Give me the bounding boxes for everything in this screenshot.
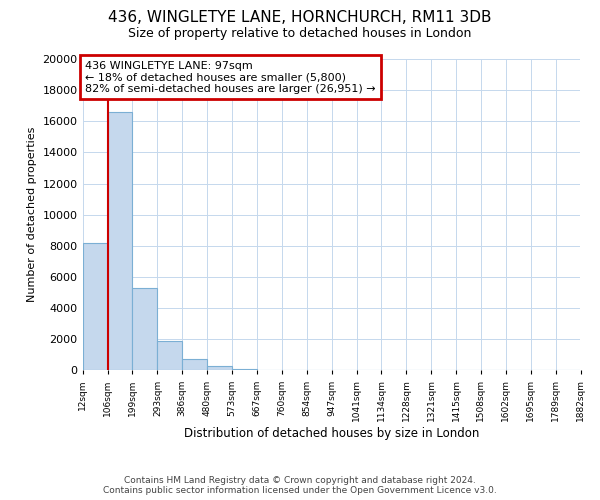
Bar bbox=[182, 358, 207, 370]
Text: Contains HM Land Registry data © Crown copyright and database right 2024.
Contai: Contains HM Land Registry data © Crown c… bbox=[103, 476, 497, 495]
Bar bbox=[83, 242, 107, 370]
Bar bbox=[157, 342, 182, 370]
X-axis label: Distribution of detached houses by size in London: Distribution of detached houses by size … bbox=[184, 427, 479, 440]
Bar bbox=[107, 112, 133, 370]
Text: Size of property relative to detached houses in London: Size of property relative to detached ho… bbox=[128, 28, 472, 40]
Bar bbox=[207, 366, 232, 370]
Y-axis label: Number of detached properties: Number of detached properties bbox=[27, 127, 37, 302]
Text: 436, WINGLETYE LANE, HORNCHURCH, RM11 3DB: 436, WINGLETYE LANE, HORNCHURCH, RM11 3D… bbox=[108, 10, 492, 25]
Text: 436 WINGLETYE LANE: 97sqm
← 18% of detached houses are smaller (5,800)
82% of se: 436 WINGLETYE LANE: 97sqm ← 18% of detac… bbox=[85, 60, 376, 94]
Bar bbox=[133, 288, 157, 370]
Bar bbox=[232, 368, 257, 370]
